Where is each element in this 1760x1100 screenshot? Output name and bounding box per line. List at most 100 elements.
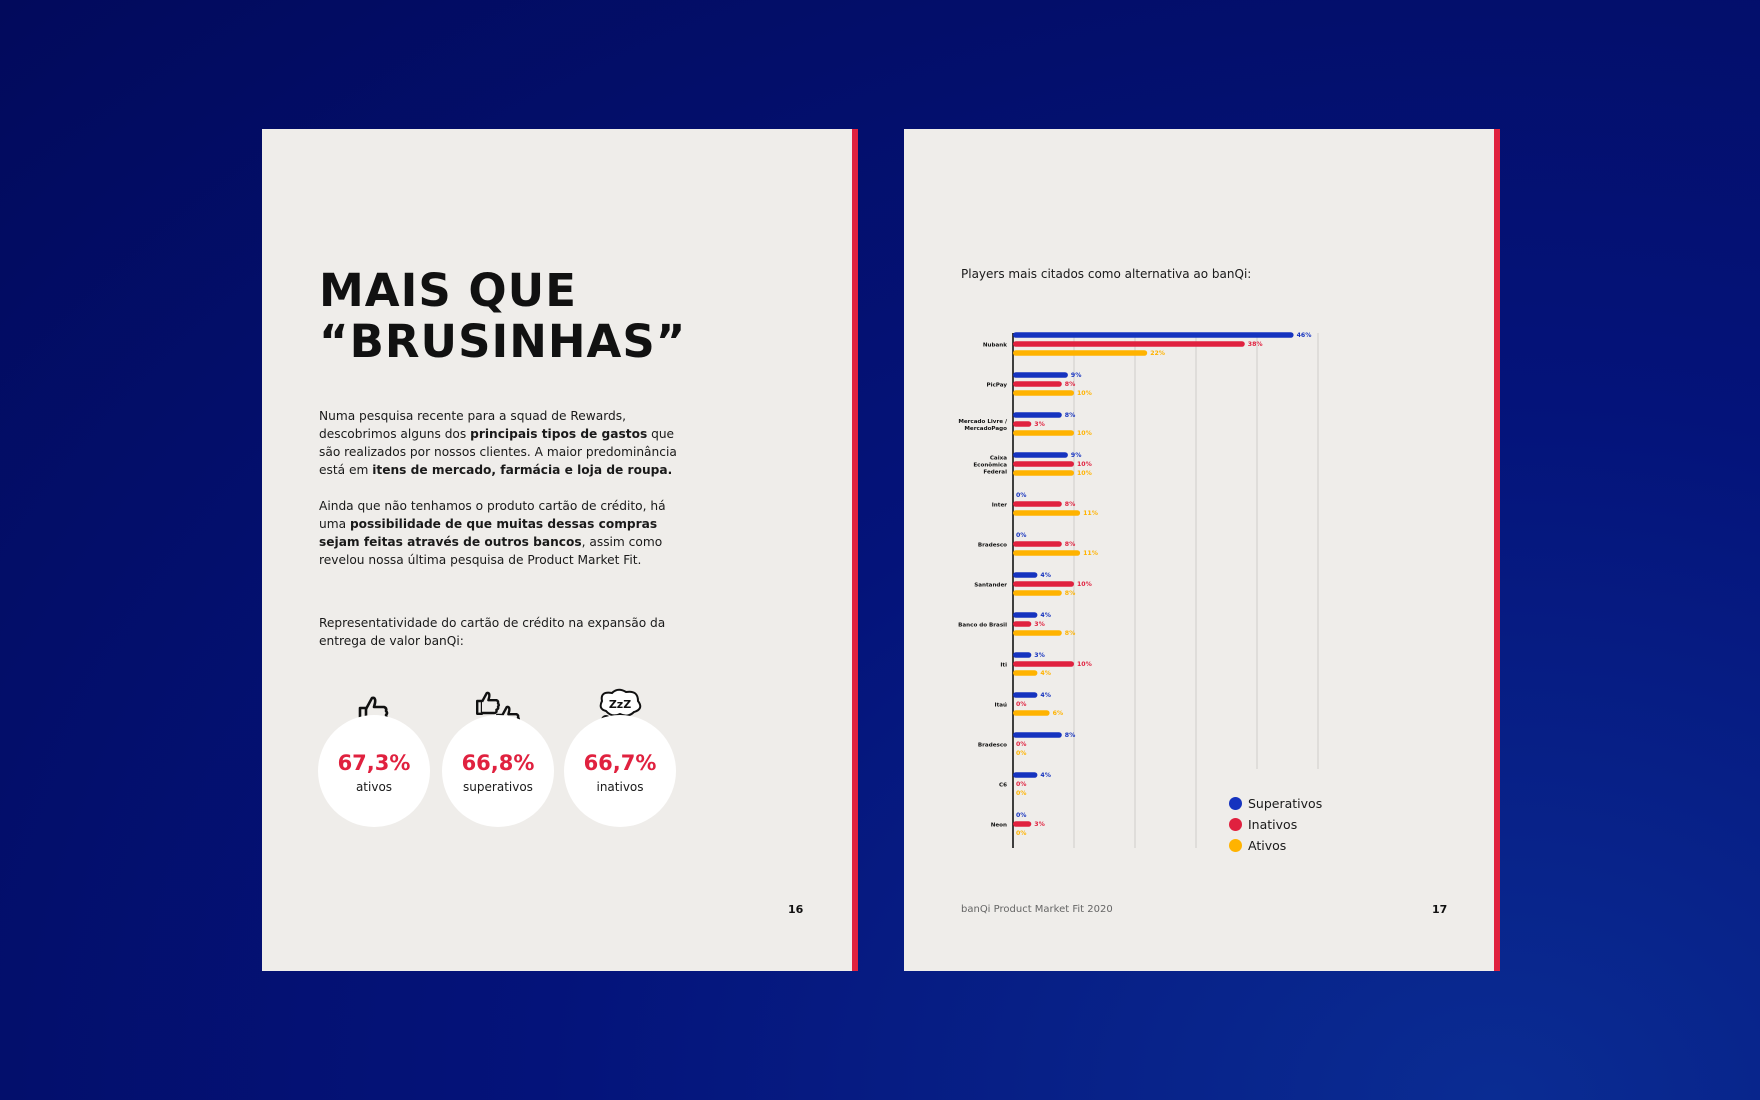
bar-inativos xyxy=(1013,341,1245,347)
data-label: 0% xyxy=(1016,741,1027,748)
bar-superativos xyxy=(1013,732,1062,738)
data-label: 8% xyxy=(1065,541,1076,548)
bar-inativos xyxy=(1013,501,1062,507)
data-label: 10% xyxy=(1077,461,1092,468)
data-label: 8% xyxy=(1065,590,1076,597)
data-label: 4% xyxy=(1040,572,1051,579)
category-label: Neon xyxy=(991,823,1007,829)
page-number: 16 xyxy=(788,903,804,916)
data-label: 8% xyxy=(1065,381,1076,388)
bar-ativos xyxy=(1013,350,1148,356)
data-label: 0% xyxy=(1016,701,1027,708)
bar-ativos xyxy=(1013,390,1074,396)
bar-inativos xyxy=(1013,381,1062,387)
representativity-caption: Representatividade do cartão de crédito … xyxy=(319,616,666,648)
page-number: 17 xyxy=(1432,903,1448,916)
data-label: 38% xyxy=(1248,341,1263,348)
legend-swatch xyxy=(1229,797,1242,810)
category-label: Itaú xyxy=(994,702,1007,709)
bar-inativos xyxy=(1013,821,1032,827)
bar-inativos xyxy=(1013,581,1074,587)
stat-label: inativos xyxy=(596,780,644,794)
bar-ativos xyxy=(1013,590,1062,596)
data-label: 3% xyxy=(1034,421,1045,428)
legend-swatch xyxy=(1229,818,1242,831)
data-label: 3% xyxy=(1034,821,1045,828)
category-label: C6 xyxy=(999,783,1007,789)
bar-ativos xyxy=(1013,670,1038,676)
data-label: 22% xyxy=(1150,350,1165,357)
stat-value: 66,7% xyxy=(583,751,657,775)
bar-superativos xyxy=(1013,692,1038,698)
bar-inativos xyxy=(1013,461,1074,467)
data-label: 0% xyxy=(1016,532,1027,539)
data-label: 10% xyxy=(1077,470,1092,477)
category-label: Mercado Livre / xyxy=(958,419,1008,425)
credit-card-paragraph: Ainda que não tenhamos o produto cartão … xyxy=(319,497,689,569)
bar-inativos xyxy=(1013,621,1032,627)
data-label: 4% xyxy=(1040,692,1051,699)
legend-swatch xyxy=(1229,839,1242,852)
legend-label: Ativos xyxy=(1248,838,1287,853)
category-label: MercadoPago xyxy=(964,426,1007,432)
stat-label: superativos xyxy=(463,780,533,794)
data-label: 9% xyxy=(1071,372,1082,379)
legend-item-superativos: Superativos xyxy=(1229,793,1322,814)
bar-superativos xyxy=(1013,412,1062,418)
stat-value: 67,3% xyxy=(337,751,411,775)
bar-superativos xyxy=(1013,772,1038,778)
data-label: 3% xyxy=(1034,652,1045,659)
page-title: MAIS QUE “BRUSINHAS” xyxy=(319,265,686,367)
text-segment: que são realizados por nossos clientes. … xyxy=(319,427,677,477)
stat-ativos: 67,3% ativos xyxy=(318,715,430,827)
data-label: 3% xyxy=(1034,621,1045,628)
footer-text: banQi Product Market Fit 2020 xyxy=(961,904,1113,915)
text-segment: Ainda que não tenhamos o produto cartão … xyxy=(319,499,666,531)
chart-title: Players mais citados como alternativa ao… xyxy=(961,267,1252,281)
data-label: 46% xyxy=(1297,332,1312,339)
data-label: 6% xyxy=(1053,710,1064,717)
left-page: MAIS QUE “BRUSINHAS” Numa pesquisa recen… xyxy=(262,129,858,971)
bar-superativos xyxy=(1013,452,1068,458)
data-label: 0% xyxy=(1016,830,1027,837)
bar-ativos xyxy=(1013,630,1062,636)
bar-inativos xyxy=(1013,541,1062,547)
category-label: Santander xyxy=(974,583,1007,589)
category-label: Bradesco xyxy=(978,743,1007,749)
data-label: 8% xyxy=(1065,732,1076,739)
bar-superativos xyxy=(1013,372,1068,378)
bold-text-segment: principais tipos de gastos xyxy=(470,427,648,441)
data-label: 4% xyxy=(1040,670,1051,677)
svg-text:ZzZ: ZzZ xyxy=(609,698,631,711)
bar-superativos xyxy=(1013,612,1038,618)
data-label: 10% xyxy=(1077,390,1092,397)
legend-item-inativos: Inativos xyxy=(1229,814,1322,835)
stat-value: 66,8% xyxy=(461,751,535,775)
legend-label: Superativos xyxy=(1248,796,1323,811)
data-label: 0% xyxy=(1016,812,1027,819)
category-label: Nubank xyxy=(983,343,1007,349)
bold-text-segment: itens de mercado, farmácia e loja de rou… xyxy=(372,463,673,477)
intro-paragraph: Numa pesquisa recente para a squad de Re… xyxy=(319,407,689,479)
legend-label: Inativos xyxy=(1248,817,1298,832)
bar-ativos xyxy=(1013,510,1081,516)
bar-ativos xyxy=(1013,430,1074,436)
bar-inativos xyxy=(1013,421,1032,427)
data-label: 0% xyxy=(1016,781,1027,788)
data-label: 4% xyxy=(1040,772,1051,779)
data-label: 11% xyxy=(1083,510,1098,517)
data-label: 8% xyxy=(1065,630,1076,637)
category-label: Caixa xyxy=(990,456,1007,462)
title-line-2: “BRUSINHAS” xyxy=(319,315,687,368)
data-label: 0% xyxy=(1016,790,1027,797)
right-page: Players mais citados como alternativa ao… xyxy=(904,129,1500,971)
title-line-1: MAIS QUE xyxy=(319,264,577,317)
category-label: PicPay xyxy=(986,383,1007,389)
legend-item-ativos: Ativos xyxy=(1229,835,1322,856)
data-label: 4% xyxy=(1040,612,1051,619)
bar-inativos xyxy=(1013,661,1074,667)
bar-ativos xyxy=(1013,550,1081,556)
text-segment: Numa pesquisa recente para a squad de Re… xyxy=(319,409,627,441)
category-label: Iti xyxy=(1000,663,1007,669)
